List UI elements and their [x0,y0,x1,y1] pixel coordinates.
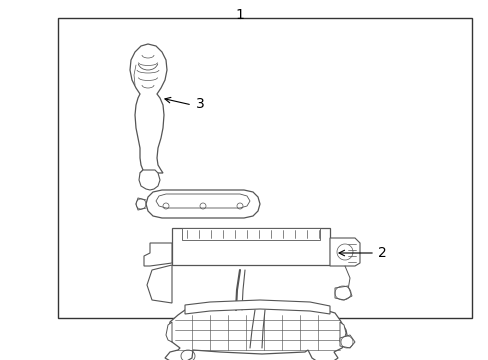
Polygon shape [339,335,354,348]
Polygon shape [165,322,172,342]
Polygon shape [182,228,319,240]
Text: 1: 1 [235,8,244,22]
Polygon shape [156,194,249,208]
Polygon shape [329,238,359,266]
Polygon shape [143,243,172,266]
Polygon shape [334,286,351,300]
Text: 3: 3 [196,97,204,111]
Polygon shape [147,265,172,303]
Text: 2: 2 [377,246,386,260]
Polygon shape [130,44,167,173]
Bar [58,18,471,318]
Polygon shape [164,304,347,360]
Polygon shape [172,228,329,265]
Polygon shape [184,300,329,314]
Polygon shape [339,322,346,342]
Polygon shape [139,170,160,190]
Polygon shape [146,190,260,218]
